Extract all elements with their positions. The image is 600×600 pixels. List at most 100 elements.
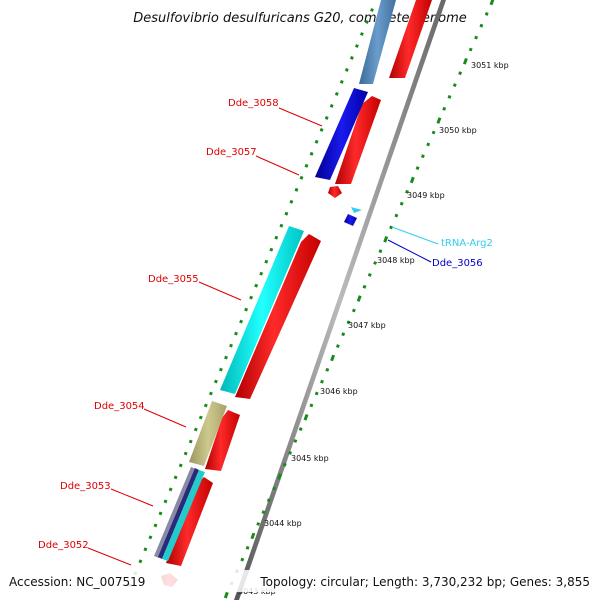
gene-dde-3053-grey[interactable] bbox=[154, 467, 196, 558]
tick-minor bbox=[431, 130, 436, 135]
tick-minor bbox=[344, 67, 349, 72]
tick-minor bbox=[458, 71, 463, 76]
tick-minor bbox=[256, 522, 261, 526]
label-dde-3055[interactable]: Dde_3055 bbox=[148, 274, 199, 285]
leader-dde-3054 bbox=[143, 408, 187, 428]
leader-dde-3053 bbox=[110, 488, 154, 507]
tick-minor bbox=[158, 511, 163, 516]
tick-minor bbox=[415, 166, 420, 171]
tick-minor bbox=[249, 295, 254, 300]
tick-minor bbox=[188, 439, 193, 444]
gene-dde-3054-olive[interactable] bbox=[189, 401, 227, 466]
scale-label: 3044 kbp bbox=[264, 519, 302, 528]
tick-minor bbox=[370, 8, 374, 12]
tick-minor bbox=[239, 319, 244, 324]
gene-dde-3055-fwd[interactable] bbox=[235, 234, 321, 399]
tick-minor bbox=[367, 272, 372, 277]
leader-dde-3056 bbox=[387, 239, 432, 263]
tick-minor bbox=[183, 451, 188, 456]
tick-minor bbox=[399, 201, 404, 206]
gene-dde-3053-teal[interactable] bbox=[162, 470, 205, 561]
gene-dde-3053-fwd[interactable] bbox=[166, 477, 213, 566]
tick-minor bbox=[272, 486, 277, 491]
forward-strand-genes bbox=[161, 0, 432, 587]
gene-dde-3058-fwd[interactable] bbox=[335, 96, 381, 184]
tick-major bbox=[330, 354, 336, 362]
leader-dde-3055 bbox=[198, 281, 242, 301]
tick-minor bbox=[299, 175, 304, 180]
tick-minor bbox=[314, 391, 319, 396]
gene-dde-3057-fwd[interactable] bbox=[328, 186, 342, 198]
tick-minor bbox=[203, 403, 208, 408]
tick-minor bbox=[163, 499, 168, 504]
tick-minor bbox=[346, 320, 351, 325]
label-trna-arg2[interactable]: tRNA-Arg2 bbox=[441, 238, 493, 249]
gene-labels: Dde_3058 Dde_3057 Dde_3055 Dde_3054 Dde_… bbox=[38, 98, 493, 551]
tick-minor bbox=[426, 142, 431, 147]
tick-minor bbox=[324, 115, 329, 120]
tick-minor bbox=[266, 498, 271, 503]
tick-minor bbox=[334, 91, 339, 96]
label-dde-3053[interactable]: Dde_3053 bbox=[60, 481, 111, 492]
label-dde-3054[interactable]: Dde_3054 bbox=[94, 401, 145, 412]
tick-minor bbox=[442, 106, 447, 111]
tick-minor bbox=[339, 79, 344, 84]
tick-minor bbox=[254, 283, 259, 288]
tick-minor bbox=[193, 427, 198, 432]
tick-major bbox=[250, 532, 256, 540]
gene-dde-3054-fwd[interactable] bbox=[205, 410, 240, 471]
footer-background bbox=[0, 570, 600, 592]
gene-dde-3055-cyan[interactable] bbox=[220, 226, 304, 394]
tick-minor bbox=[468, 47, 473, 52]
tick-major bbox=[223, 591, 229, 599]
tick-major bbox=[383, 235, 389, 243]
label-dde-3058[interactable]: Dde_3058 bbox=[228, 98, 279, 109]
scale-label: 3045 kbp bbox=[291, 454, 329, 463]
gene-dde-3056-blue[interactable] bbox=[344, 214, 357, 226]
scale-label: 3046 kbp bbox=[320, 387, 358, 396]
tick-minor bbox=[298, 427, 303, 432]
tick-minor bbox=[240, 557, 245, 562]
label-dde-3052[interactable]: Dde_3052 bbox=[38, 540, 89, 551]
gene-dde-3053-navy[interactable] bbox=[158, 468, 199, 559]
tick-minor bbox=[309, 151, 314, 156]
tick-minor bbox=[264, 259, 269, 264]
tick-minor bbox=[325, 367, 330, 372]
other-strand-genes bbox=[154, 0, 396, 561]
tick-minor bbox=[218, 367, 223, 372]
tick-major bbox=[277, 473, 282, 480]
tick-major bbox=[462, 57, 468, 65]
leader-dde-3052 bbox=[87, 547, 132, 566]
tick-minor bbox=[289, 199, 294, 204]
tick-minor bbox=[362, 284, 367, 289]
tick-minor bbox=[484, 11, 489, 16]
genome-summary-text: Topology: circular; Length: 3,730,232 bp… bbox=[259, 575, 590, 589]
tick-minor bbox=[309, 403, 314, 408]
tick-minor bbox=[394, 213, 399, 218]
tick-minor bbox=[405, 189, 409, 194]
tick-minor bbox=[173, 475, 178, 480]
scale-track-ticks bbox=[223, 0, 495, 599]
tick-minor bbox=[279, 223, 284, 228]
label-leader-lines bbox=[87, 107, 439, 566]
tick-major bbox=[409, 176, 415, 184]
tick-minor bbox=[314, 139, 319, 144]
tick-minor bbox=[447, 94, 452, 99]
scale-label: 3049 kbp bbox=[407, 191, 445, 200]
tick-minor bbox=[284, 211, 289, 216]
label-dde-3057[interactable]: Dde_3057 bbox=[206, 147, 257, 158]
gene-dde-3059-steelblue[interactable] bbox=[359, 0, 396, 84]
tick-major bbox=[356, 295, 362, 302]
leader-dde-3057 bbox=[255, 155, 300, 176]
tick-minor bbox=[178, 463, 183, 468]
tick-minor bbox=[479, 23, 484, 28]
gene-dde-3058-blue[interactable] bbox=[315, 88, 368, 180]
leader-dde-3058 bbox=[278, 107, 323, 127]
gene-dde-3059-fwd[interactable] bbox=[389, 0, 432, 78]
tick-minor bbox=[224, 355, 228, 360]
tick-minor bbox=[378, 249, 383, 254]
label-dde-3056[interactable]: Dde_3056 bbox=[432, 258, 483, 269]
scale-label: 3047 kbp bbox=[348, 321, 386, 330]
tick-minor bbox=[213, 379, 218, 384]
gene-trna-arg2[interactable] bbox=[351, 207, 362, 213]
